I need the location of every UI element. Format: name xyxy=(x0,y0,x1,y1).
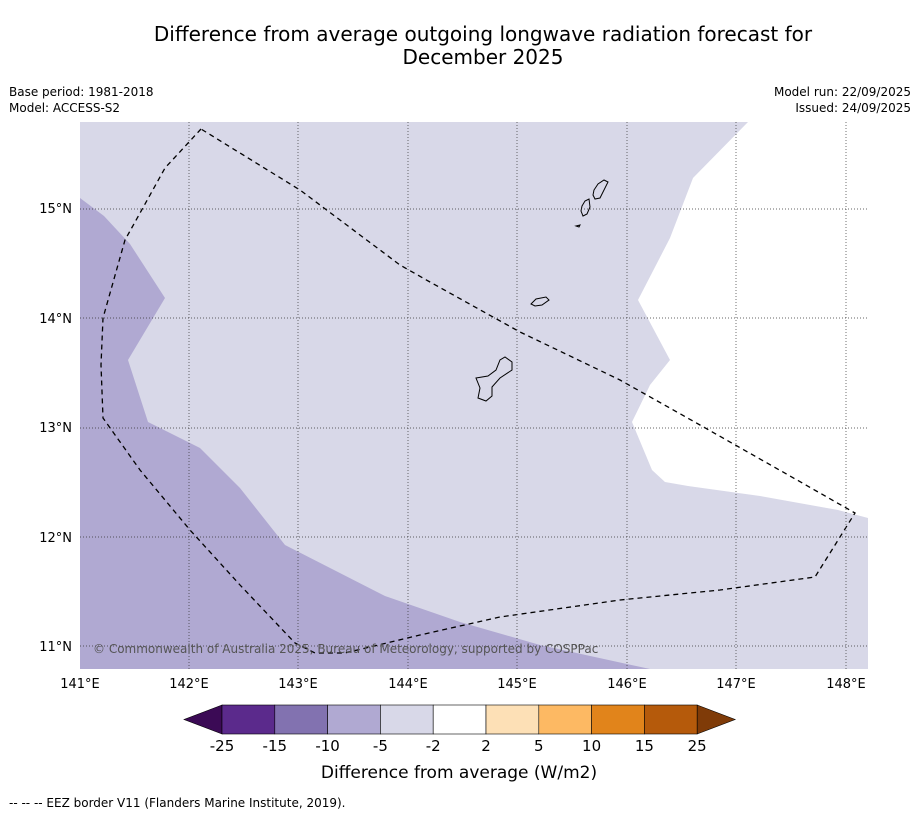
eez-border xyxy=(100,128,856,654)
colorbar-extend-max xyxy=(696,704,737,735)
issued-date: Issued: 24/09/2025 xyxy=(795,101,911,115)
lon-label: 143°E xyxy=(278,677,318,692)
copyright-text: © Commonwealth of Australia 2025, Bureau… xyxy=(93,642,598,656)
colorbar-tick-label: -15 xyxy=(263,737,288,755)
title-line-2: December 2025 xyxy=(402,45,564,69)
title-line-1: Difference from average outgoing longwav… xyxy=(153,22,813,46)
island-aguijan xyxy=(574,224,581,228)
lon-label: 141°E xyxy=(60,677,100,692)
colorbar-segment xyxy=(538,704,592,735)
lon-label: 147°E xyxy=(716,677,756,692)
eez-footnote: -- -- -- EEZ border V11 (Flanders Marine… xyxy=(9,796,346,810)
chart-title: Difference from average outgoing longwav… xyxy=(60,23,906,69)
colorbar-tick-label: 25 xyxy=(688,737,707,755)
colorbar-tick-label: -5 xyxy=(373,737,388,755)
map-panel: © Commonwealth of Australia 2025, Bureau… xyxy=(80,122,868,669)
colorbar-tick-label: -25 xyxy=(210,737,235,755)
lon-label: 148°E xyxy=(826,677,866,692)
colorbar-segment xyxy=(274,704,328,735)
colorbar-segment xyxy=(591,704,645,735)
island-rota xyxy=(530,296,550,307)
colorbar-segment xyxy=(644,704,698,735)
colorbar-segment xyxy=(327,704,381,735)
colorbar-title: Difference from average (W/m2) xyxy=(321,763,597,783)
colorbar: -25 -15 -10 -5 -2 2 5 10 15 25 xyxy=(183,704,737,755)
colorbar-tick-label: -2 xyxy=(426,737,441,755)
meta-left: Base period: 1981-2018 Model: ACCESS-S2 xyxy=(9,84,154,116)
colorbar-tick-label: 5 xyxy=(534,737,544,755)
model-name: Model: ACCESS-S2 xyxy=(9,101,121,115)
colorbar-segment xyxy=(221,704,276,735)
anomaly-fill-white xyxy=(632,122,868,518)
colorbar-extend-min xyxy=(183,704,223,735)
island-guam xyxy=(475,356,513,402)
anomaly-fill-medium-purple xyxy=(80,198,650,669)
lon-label: 142°E xyxy=(169,677,209,692)
colorbar-tick-label: 2 xyxy=(481,737,491,755)
lon-label: 145°E xyxy=(497,677,537,692)
lat-label: 11°N xyxy=(39,640,72,655)
colorbar-tick-label: 10 xyxy=(582,737,601,755)
gridlines xyxy=(80,122,868,669)
colorbar-tick-label: -10 xyxy=(315,737,340,755)
colorbar-segment xyxy=(380,704,434,735)
model-run: Model run: 22/09/2025 xyxy=(773,85,911,99)
colorbar-segment xyxy=(432,704,487,735)
base-period: Base period: 1981-2018 xyxy=(9,85,154,99)
colorbar-segment xyxy=(485,704,540,735)
island-tinian xyxy=(580,198,591,217)
lon-label: 144°E xyxy=(388,677,428,692)
lon-labels: 141°E 142°E 143°E 144°E 145°E 146°E 147°… xyxy=(60,677,866,692)
lat-label: 13°N xyxy=(39,421,72,436)
meta-right: Model run: 22/09/2025 Issued: 24/09/2025 xyxy=(774,84,911,116)
island-saipan xyxy=(592,179,609,200)
lon-label: 146°E xyxy=(607,677,647,692)
lat-label: 15°N xyxy=(39,202,72,217)
lat-label: 12°N xyxy=(39,531,72,546)
lat-label: 14°N xyxy=(39,312,72,327)
colorbar-tick-label: 15 xyxy=(635,737,654,755)
lat-labels: 15°N 14°N 13°N 12°N 11°N xyxy=(39,202,72,655)
